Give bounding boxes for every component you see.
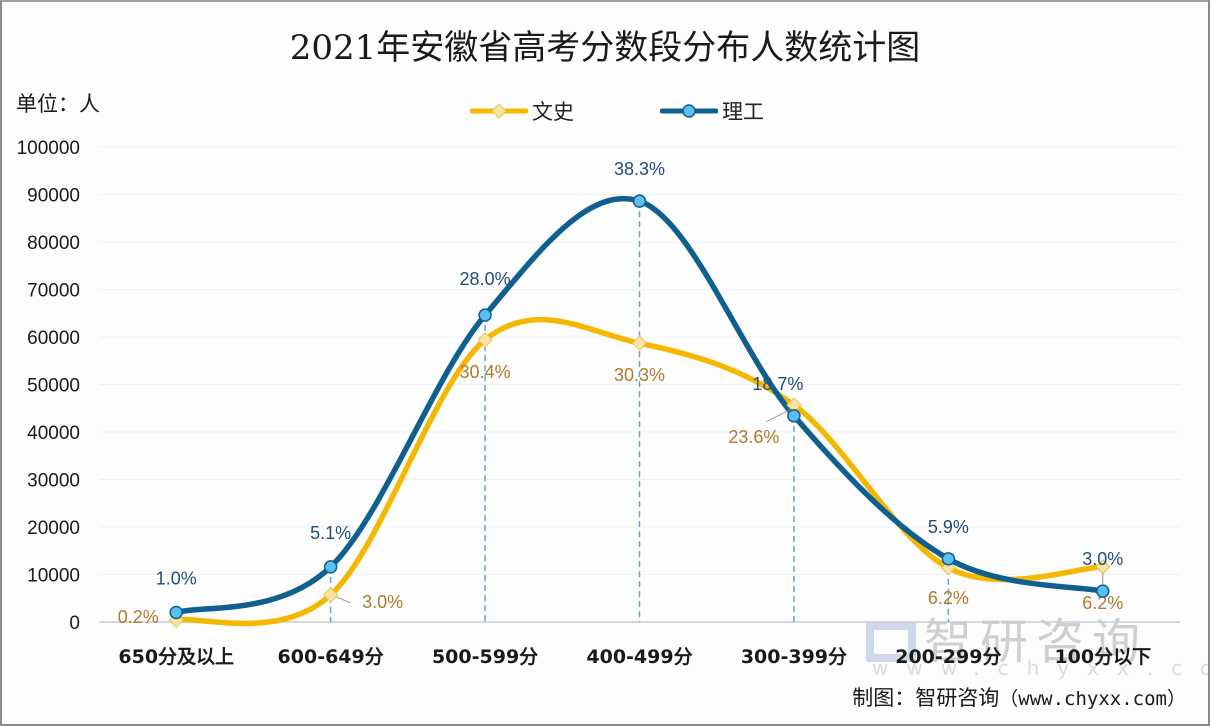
y-tick-label: 0 — [69, 613, 80, 634]
x-tick-label: 100分以下 — [1054, 646, 1151, 668]
data-label: 0.2% — [118, 607, 159, 627]
y-tick-label: 30000 — [27, 471, 80, 492]
data-point-wenshi — [477, 332, 493, 348]
legend-item-ligong: 理工 — [660, 96, 764, 126]
data-label: 5.9% — [928, 517, 969, 537]
y-tick-label: 80000 — [27, 233, 80, 254]
leader-line — [765, 409, 791, 423]
x-tick-label: 400-499分 — [586, 646, 692, 668]
watermark-logo-icon — [866, 622, 916, 662]
y-tick-label: 40000 — [27, 423, 80, 444]
data-point-wenshi — [631, 335, 648, 351]
data-label: 6.2% — [1082, 593, 1123, 613]
credit-prefix: 制图：智研咨询 — [852, 686, 1000, 710]
y-tick-label: 100000 — [17, 138, 80, 159]
y-tick-label: 90000 — [27, 186, 80, 207]
data-label: 38.3% — [614, 159, 665, 179]
y-tick-label: 10000 — [27, 566, 80, 587]
x-tick-label: 200-299分 — [895, 646, 1001, 668]
legend-label: 理工 — [722, 100, 764, 124]
legend-label: 文史 — [532, 100, 574, 124]
data-point-ligong — [323, 560, 338, 574]
legend-diamond-icon — [470, 103, 528, 119]
data-label: 1.0% — [156, 569, 197, 589]
y-tick-label: 20000 — [27, 518, 80, 539]
y-tick-label: 70000 — [27, 281, 80, 302]
x-tick-label: 300-399分 — [741, 646, 847, 668]
x-tick-label: 600-649分 — [278, 646, 384, 668]
data-point-ligong — [787, 409, 801, 423]
data-point-ligong — [632, 194, 647, 208]
data-label: 30.4% — [460, 362, 511, 382]
data-point-wenshi — [322, 587, 339, 603]
watermark-logo: 智研咨询 — [866, 602, 1148, 672]
data-label: 23.6% — [728, 427, 779, 447]
x-tick-label: 650分及以上 — [118, 646, 234, 668]
data-label: 28.0% — [460, 269, 511, 289]
data-label: 30.3% — [614, 365, 665, 385]
watermark-url: www.chyxx.com — [872, 656, 1210, 680]
leader-line — [336, 596, 351, 604]
chart-title: 2021年安徽省高考分数段分布人数统计图 — [289, 28, 921, 68]
x-tick-label: 500-599分 — [432, 646, 538, 668]
y-tick-label: 50000 — [27, 376, 80, 397]
data-label: 3.0% — [362, 592, 403, 612]
data-label: 5.1% — [310, 523, 351, 543]
data-point-ligong — [1096, 584, 1110, 598]
legend-circle-icon — [660, 104, 718, 118]
legend-item-wenshi: 文史 — [470, 96, 574, 126]
data-label: 3.0% — [1082, 549, 1123, 569]
data-point-ligong — [478, 308, 492, 322]
data-label: 6.2% — [928, 588, 969, 608]
credit-url: （www.chyxx.com） — [999, 688, 1186, 710]
data-point-ligong — [941, 552, 956, 566]
source-credit: 制图：智研咨询（www.chyxx.com） — [852, 682, 1186, 712]
data-label: 18.7% — [752, 374, 803, 394]
y-tick-label: 60000 — [27, 328, 80, 349]
data-point-ligong — [169, 605, 183, 620]
unit-label: 单位：人 — [16, 92, 100, 116]
